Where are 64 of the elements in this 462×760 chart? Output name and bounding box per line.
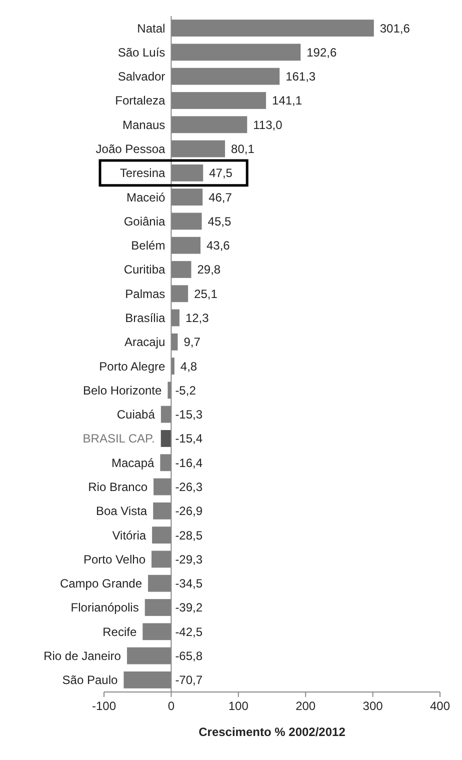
data-label: 301,6	[380, 21, 410, 36]
data-label: -26,9	[175, 504, 203, 518]
x-tick-label: -100	[92, 699, 116, 713]
data-label: 29,8	[197, 262, 221, 277]
data-label: 12,3	[185, 310, 210, 325]
y-tick-label: Recife	[102, 624, 137, 639]
y-tick-label: João Pessoa	[96, 142, 166, 156]
data-label: 25,1	[194, 286, 218, 301]
y-tick-label: Vitória	[112, 528, 146, 542]
y-tick-label: Florianópolis	[70, 600, 139, 615]
y-tick-label: Maceió	[126, 190, 166, 204]
y-tick-label: BRASIL CAP.	[82, 432, 155, 446]
y-tick-label: Curitiba	[124, 262, 166, 277]
data-label: 45,5	[208, 214, 232, 228]
y-tick-label: Goiânia	[124, 214, 166, 228]
data-label: -16,4	[175, 456, 203, 470]
data-label: 4,8	[180, 359, 198, 374]
x-axis-title: Crescimento % 2002/2012	[198, 725, 346, 739]
y-tick-label: Porto Alegre	[99, 359, 166, 374]
data-label: 113,0	[253, 118, 283, 132]
y-tick-label: Natal	[137, 21, 166, 36]
data-label: 47,5	[209, 166, 233, 180]
data-label: -65,8	[175, 648, 203, 663]
y-tick-label: Rio Branco	[88, 480, 148, 494]
data-label: -39,2	[175, 600, 203, 615]
data-label: -34,5	[175, 576, 203, 591]
data-label: 141,1	[272, 94, 302, 108]
y-tick-label: Porto Velho	[83, 552, 146, 566]
data-label: 192,6	[306, 45, 337, 60]
y-tick-label: Macapá	[111, 456, 154, 470]
data-label: -5,2	[175, 383, 196, 398]
data-label: -28,5	[175, 528, 203, 542]
data-label: -26,3	[175, 480, 203, 494]
data-label: -15,4	[175, 432, 203, 446]
y-tick-label: Teresina	[120, 166, 166, 180]
y-tick-label: Cuiabá	[116, 408, 156, 422]
data-label: 43,6	[206, 238, 230, 253]
y-tick-label: Palmas	[125, 286, 166, 301]
data-label: -29,3	[175, 552, 203, 566]
data-label: 80,1	[231, 142, 255, 156]
y-tick-label: Salvador	[118, 70, 166, 84]
y-tick-label: Campo Grande	[60, 576, 142, 591]
y-tick-label: Belém	[131, 238, 166, 253]
y-tick-label: Fortaleza	[115, 94, 166, 108]
y-tick-label: Belo Horizonte	[82, 383, 162, 398]
y-tick-label: Boa Vista	[96, 504, 148, 518]
data-label: 46,7	[208, 190, 232, 204]
y-tick-label: Rio de Janeiro	[44, 648, 122, 663]
y-tick-label: São Paulo	[62, 673, 118, 688]
data-label: -42,5	[175, 624, 203, 639]
y-tick-label: Aracaju	[124, 335, 166, 350]
x-tick-label: 100	[228, 699, 249, 713]
y-tick-label: São Luís	[118, 45, 166, 60]
y-tick-label: Brasília	[125, 310, 166, 325]
x-tick-label: 200	[296, 699, 316, 713]
x-tick-label: 400	[430, 699, 450, 713]
y-tick-label: Manaus	[122, 118, 166, 132]
data-label: -70,7	[175, 673, 203, 688]
x-tick-label: 0	[168, 699, 175, 713]
data-label: 161,3	[286, 70, 316, 84]
bar	[160, 430, 172, 447]
x-tick-label: 300	[362, 699, 384, 713]
data-label: -15,3	[175, 408, 203, 422]
data-label: 9,7	[184, 335, 201, 350]
